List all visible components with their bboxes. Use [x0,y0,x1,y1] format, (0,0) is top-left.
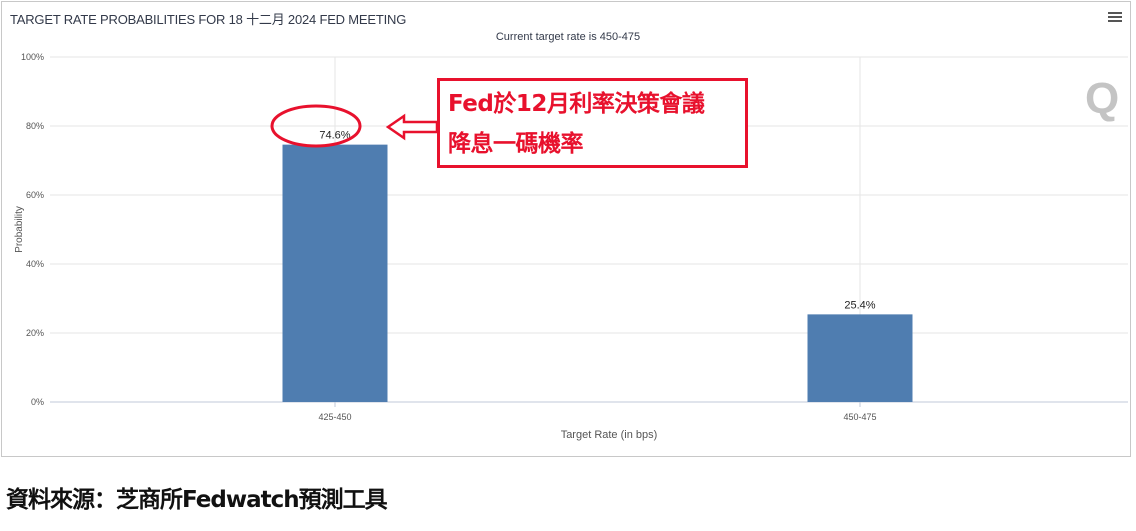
annotation-callout: Fed於12月利率決策會議 降息一碼機率 [437,78,748,168]
y-tick-label: 80% [26,121,44,131]
x-axis-title: Target Rate (in bps) [561,429,658,441]
y-axis-title: Probability [14,206,25,253]
bar-chart: 0% 20% 40% 60% 80% 100% 74.6% 425-450 25.4% 450-4… [14,52,1128,441]
y-tick-label: 60% [26,190,44,200]
annotation-line-1: Fed於12月利率決策會議 [448,91,705,117]
chart-subtitle: Current target rate is 450-475 [495,31,641,43]
hamburger-menu-icon[interactable] [1108,12,1122,24]
watermark-logo: Q [1085,74,1120,123]
highlight-ellipse [270,104,362,148]
y-tick-label: 100% [21,52,44,62]
source-footnote: 資料來源：芝商所Fedwatch預測工具 [6,487,388,513]
x-tick-label: 425-450 [318,412,351,422]
arrow-left-icon [385,113,439,141]
chart-frame [1,1,1131,457]
bar-450-475 [807,314,913,402]
y-tick-label: 40% [26,259,44,269]
y-tick-label: 20% [26,328,44,338]
data-label: 25.4% [844,299,875,311]
annotation-line-2: 降息一碼機率 [448,131,584,157]
chart-title: TARGET RATE PROBABILITIES FOR 18 十二月 202… [10,12,407,27]
bar-425-450 [282,144,388,402]
x-tick-label: 450-475 [843,412,876,422]
y-tick-label: 0% [31,397,44,407]
data-label: 74.6% [319,130,350,142]
